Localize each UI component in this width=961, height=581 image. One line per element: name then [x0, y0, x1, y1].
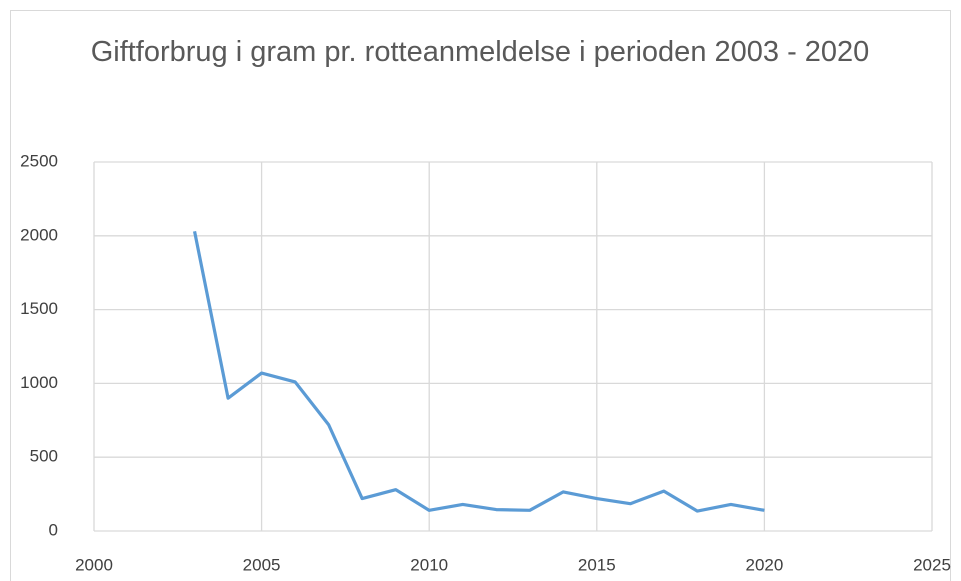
x-tick-label: 2000	[75, 555, 113, 574]
y-tick-label: 1500	[20, 299, 58, 318]
x-tick-label: 2025	[913, 555, 951, 574]
x-tick-label: 2015	[578, 555, 616, 574]
x-tick-label: 2020	[745, 555, 783, 574]
y-tick-label: 2000	[20, 225, 58, 244]
chart-title: Giftforbrug i gram pr. rotteanmeldelse i…	[90, 36, 870, 68]
x-tick-label: 2010	[410, 555, 448, 574]
y-tick-label: 500	[30, 447, 58, 466]
chart-border	[10, 10, 951, 581]
x-tick-label: 2005	[243, 555, 281, 574]
y-tick-label: 2500	[20, 151, 58, 170]
y-tick-label: 0	[49, 520, 58, 539]
y-tick-label: 1000	[20, 373, 58, 392]
data-line	[192, 231, 765, 513]
